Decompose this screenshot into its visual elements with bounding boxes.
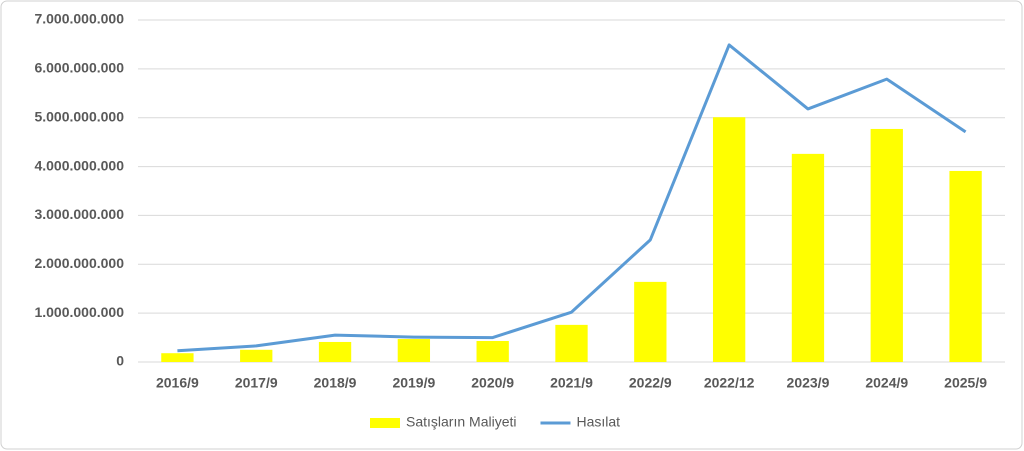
legend-label: Hasılat bbox=[576, 414, 620, 430]
y-tick-label: 2.000.000.000 bbox=[34, 255, 124, 271]
bar bbox=[791, 153, 825, 362]
y-tick-label: 7.000.000.000 bbox=[34, 11, 124, 27]
x-tick-label: 2024/9 bbox=[865, 375, 908, 391]
x-tick-label: 2018/9 bbox=[314, 375, 357, 391]
x-tick-label: 2022/12 bbox=[704, 375, 755, 391]
x-tick-label: 2020/9 bbox=[471, 375, 514, 391]
x-tick-label: 2023/9 bbox=[787, 375, 830, 391]
bar bbox=[634, 281, 667, 362]
bar bbox=[476, 340, 509, 362]
y-tick-label: 3.000.000.000 bbox=[34, 206, 124, 222]
bar bbox=[712, 117, 746, 363]
x-tick-label: 2022/9 bbox=[629, 375, 672, 391]
y-tick-label: 5.000.000.000 bbox=[34, 108, 124, 124]
bar bbox=[870, 128, 903, 362]
x-tick-label: 2025/9 bbox=[944, 375, 987, 391]
y-tick-label: 1.000.000.000 bbox=[34, 304, 124, 320]
bar bbox=[555, 324, 588, 362]
bar bbox=[318, 341, 352, 362]
y-tick-label: 0 bbox=[116, 353, 124, 369]
legend-label: Satışların Maliyeti bbox=[406, 414, 516, 430]
y-tick-label: 4.000.000.000 bbox=[34, 157, 124, 173]
x-tick-label: 2021/9 bbox=[550, 375, 593, 391]
bar bbox=[161, 353, 194, 362]
legend-swatch bbox=[370, 418, 400, 428]
bar bbox=[949, 170, 982, 362]
bar bbox=[397, 339, 431, 362]
bar bbox=[240, 349, 273, 362]
y-tick-label: 6.000.000.000 bbox=[34, 60, 124, 76]
x-tick-label: 2016/9 bbox=[156, 375, 199, 391]
line bbox=[177, 43, 967, 353]
x-tick-label: 2019/9 bbox=[392, 375, 435, 391]
x-tick-label: 2017/9 bbox=[235, 375, 278, 391]
